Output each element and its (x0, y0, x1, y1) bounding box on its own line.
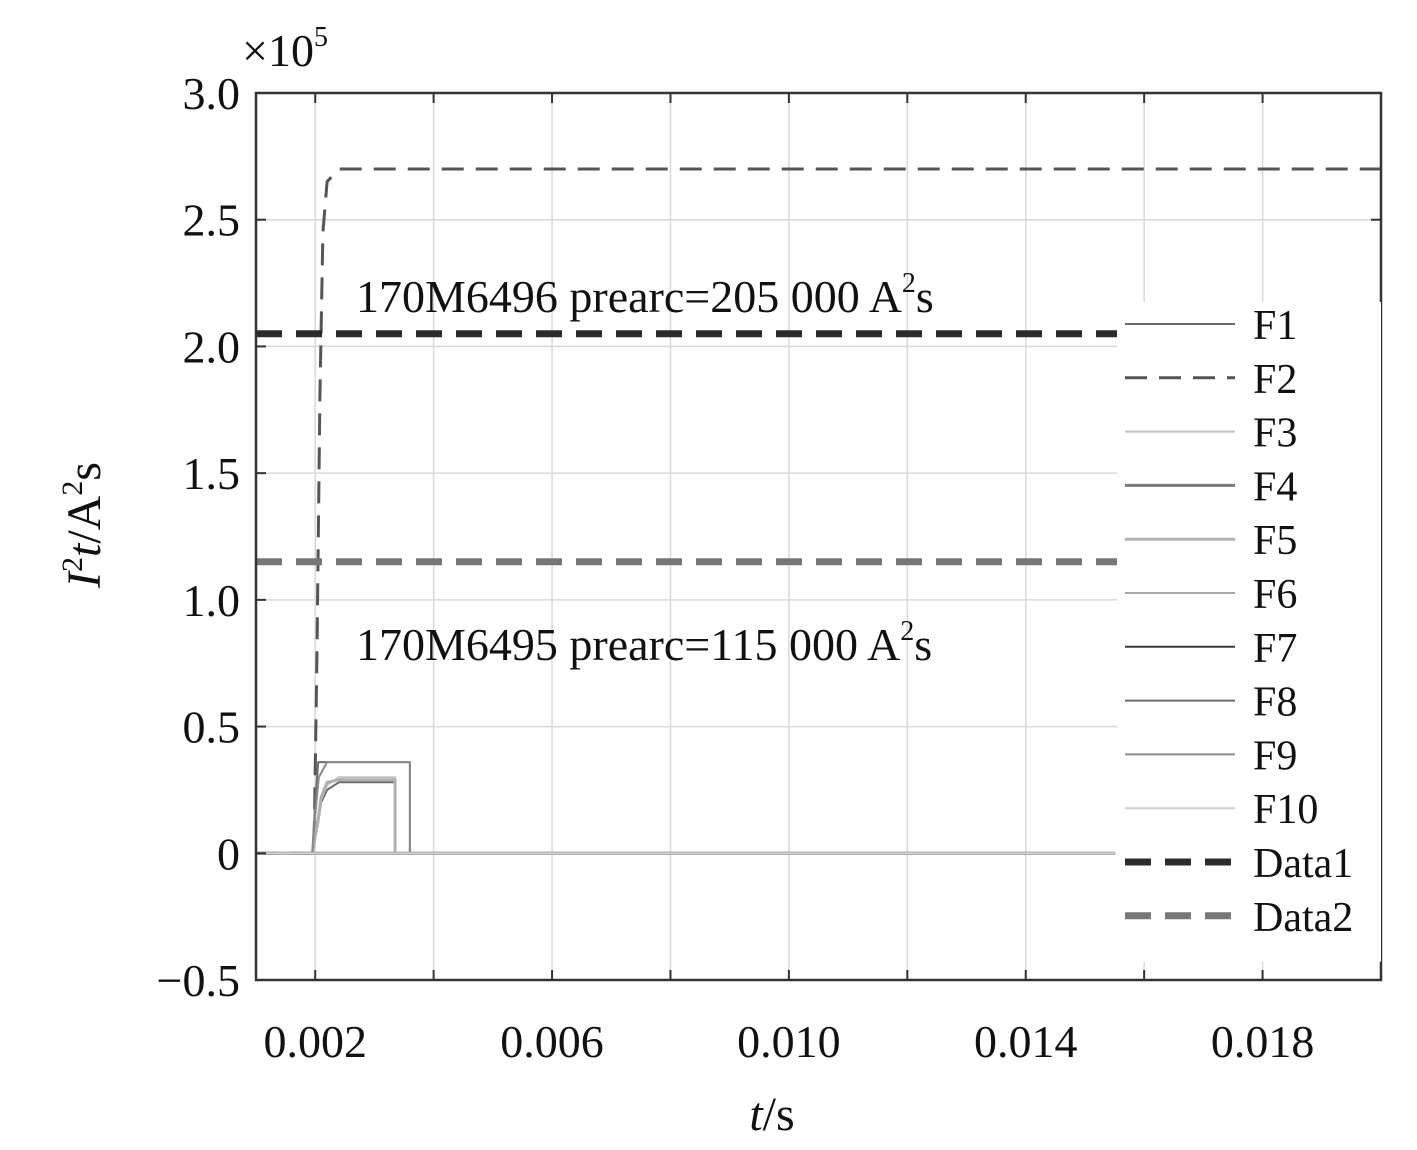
legend-label-f1: F1 (1253, 303, 1297, 349)
x-tick-label: 0.002 (263, 1016, 367, 1067)
x-tick-label: 0.006 (500, 1016, 604, 1067)
x-axis-title: t/s (749, 1088, 794, 1141)
y-tick-label: 2.5 (183, 195, 241, 246)
legend-label-f7: F7 (1253, 626, 1297, 672)
series-line-f2 (256, 167, 1381, 855)
series-line-f9 (256, 761, 1115, 855)
legend-label-data2: Data2 (1253, 895, 1353, 941)
annotation-170M6495: 170M6495 prearc=115 000 A2s (356, 616, 932, 670)
legend-background (1117, 302, 1381, 962)
y-tick-label: 1.0 (183, 575, 241, 626)
legend: F1 F2 F3 F4 F5 F6 F7 F8 F9 F10 Data1 Data2 (1117, 302, 1381, 962)
y-tick-label: 0.5 (183, 702, 241, 753)
annotation-170M6496: 170M6496 prearc=205 000 A2s (356, 268, 934, 322)
y-tick-label: 3.0 (183, 68, 241, 119)
legend-label-f9: F9 (1253, 733, 1297, 779)
x-tick-label: 0.018 (1211, 1016, 1315, 1067)
series-line-f5 (256, 778, 1115, 855)
series-line-f1 (256, 781, 1115, 855)
y-tick-label: 0 (217, 828, 240, 879)
legend-label-f8: F8 (1253, 680, 1297, 726)
y-tick-label: 1.5 (183, 448, 241, 499)
x-tick-label: 0.014 (974, 1016, 1078, 1067)
series-line-f8 (256, 761, 1115, 855)
y-tick-label: 2.0 (183, 321, 241, 372)
y-tick-label: −0.5 (157, 955, 240, 1006)
legend-label-f5: F5 (1253, 518, 1297, 564)
legend-label-f10: F10 (1253, 787, 1318, 833)
legend-label-f3: F3 (1253, 411, 1297, 457)
legend-label-f4: F4 (1253, 464, 1297, 510)
legend-label-data1: Data1 (1253, 841, 1353, 887)
y-multiplier: ×105 (242, 22, 328, 76)
y-axis-title: I2t/A2s (56, 462, 111, 589)
series-line-f3 (256, 776, 1115, 855)
legend-label-f6: F6 (1253, 572, 1297, 618)
tick-layer: 3.0 2.5 2.0 1.5 1.0 0.5 0 −0.5 0.002 0.006 0.010 0.… (157, 68, 1381, 1067)
x-tick-label: 0.010 (737, 1016, 841, 1067)
legend-label-f2: F2 (1253, 357, 1297, 403)
